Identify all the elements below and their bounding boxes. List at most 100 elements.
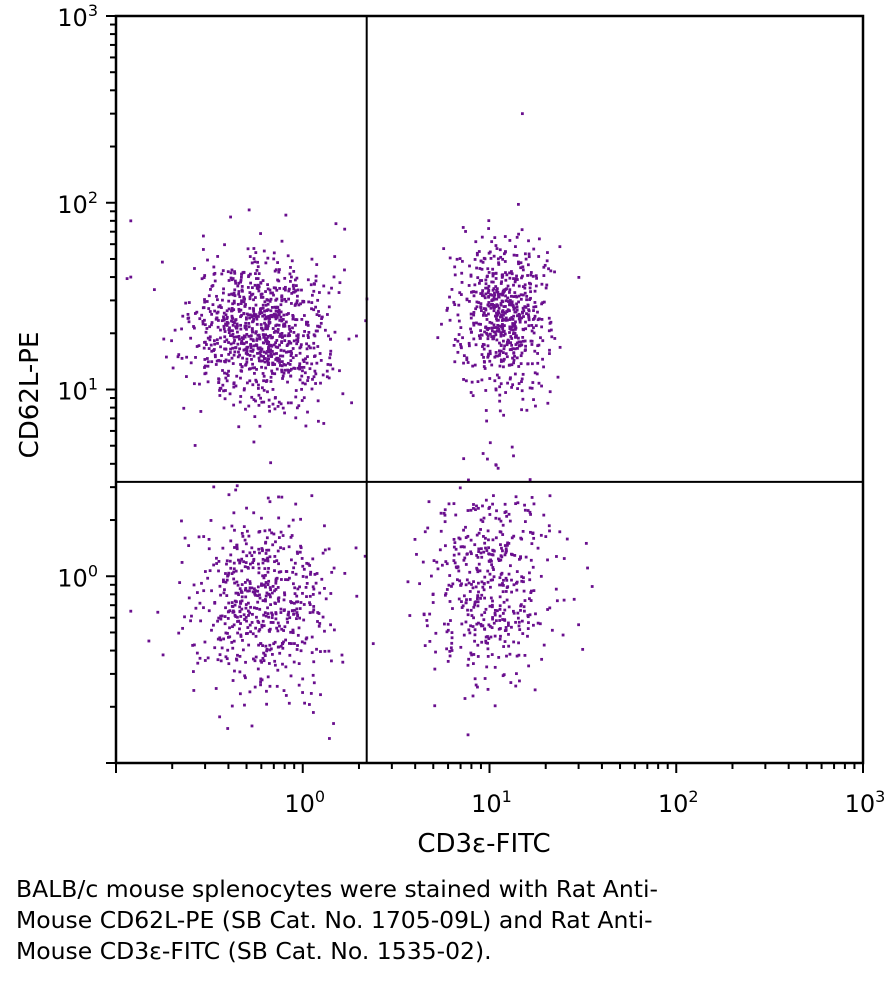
event-point [284,578,287,581]
event-point [487,546,490,550]
event-point [275,352,278,355]
event-point [492,287,496,291]
event-point [259,359,263,363]
caption-line-3: Mouse CD3ε-FITC (SB Cat. No. 1535-02). [16,937,492,965]
event-point [178,581,182,584]
event-point [527,316,531,320]
event-point [270,616,274,619]
event-point [205,357,209,360]
event-point [248,354,252,357]
event-point [220,306,223,309]
event-point [268,500,272,504]
event-point [484,607,488,611]
event-point [206,380,210,384]
event-point [266,359,269,363]
event-point [469,316,473,320]
event-point [295,276,299,280]
event-point [444,593,447,597]
event-point [542,643,546,647]
event-point [301,369,304,373]
event-point [515,672,518,676]
event-point [525,312,528,316]
event-point [495,329,499,333]
event-point [219,659,223,663]
event-point [454,513,458,517]
event-point [448,295,451,299]
event-point [467,628,471,632]
event-point [289,266,292,269]
event-point [470,380,474,384]
event-point [269,595,272,599]
event-point [482,343,486,347]
event-point [302,396,306,400]
event-point [253,415,257,419]
event-point [129,219,133,223]
caption-line-1: BALB/c mouse splenocytes were stained wi… [16,875,658,903]
event-point [489,306,493,310]
event-point [234,591,238,595]
event-point [268,317,271,321]
event-point [514,320,517,324]
event-point [313,572,317,576]
event-point [462,361,465,365]
event-point [165,355,168,359]
event-point [238,295,242,299]
event-point [519,603,523,607]
event-point [449,619,452,622]
event-point [245,332,249,336]
event-point [483,296,487,300]
event-point [505,654,508,658]
event-point [220,272,224,276]
event-point [479,259,483,263]
event-point [223,371,226,375]
event-point [280,364,284,368]
event-point [464,620,468,624]
event-point [486,580,490,584]
event-point [264,599,267,603]
event-point [518,628,522,631]
event-point [256,594,260,598]
event-point [248,690,252,694]
event-point [260,547,264,550]
event-point [480,613,484,617]
event-point [271,388,275,391]
event-point [231,625,234,629]
event-point [498,409,502,413]
event-point [479,518,483,522]
event-point [226,617,230,620]
event-point [314,382,317,385]
event-point [303,701,306,705]
event-point [343,571,347,575]
event-point [323,524,326,528]
event-point [506,585,510,589]
event-point [494,516,498,520]
event-point [273,569,276,573]
event-point [260,347,264,351]
event-point [536,546,540,550]
event-point [206,656,210,660]
event-point [236,615,239,619]
event-point [263,321,266,325]
event-point [469,312,473,316]
event-point [470,614,474,617]
event-point [425,619,429,622]
event-point [457,552,461,556]
event-point [511,328,515,332]
event-point [244,660,247,664]
event-point [513,331,517,335]
event-point [264,366,268,370]
event-point [486,655,490,658]
event-point [224,347,227,351]
event-point [492,326,496,330]
event-point [473,603,477,607]
event-point [301,591,304,595]
event-point [427,500,431,504]
event-point [310,293,314,297]
event-point [475,622,479,626]
event-point [517,620,521,624]
event-point [265,298,269,301]
event-point [228,559,232,563]
event-point [196,661,200,665]
event-point [262,659,266,663]
event-point [521,274,524,278]
